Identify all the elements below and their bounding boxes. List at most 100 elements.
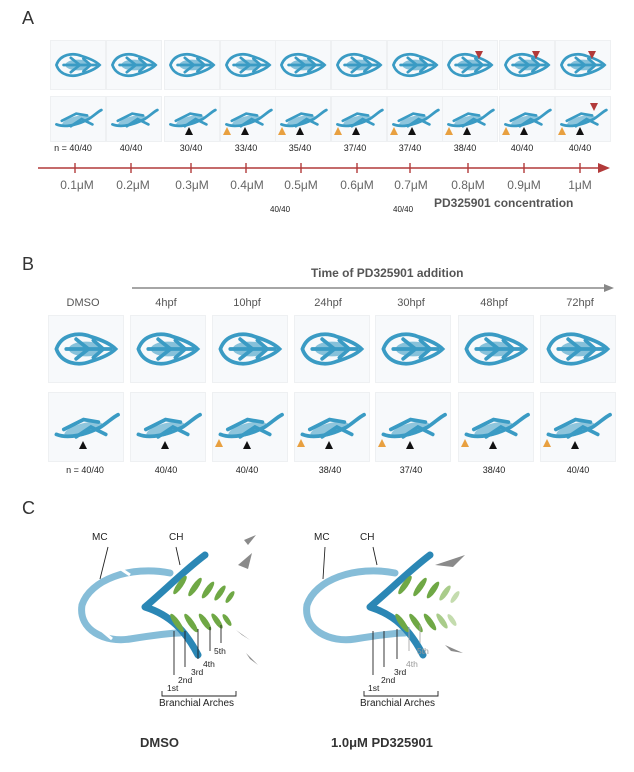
condition-label: DMSO: [66, 297, 100, 309]
concentration-label: 0.8μM: [451, 178, 485, 192]
lateral-view-thumbnail: [275, 96, 331, 142]
lateral-view-thumbnail: [106, 96, 162, 142]
black-arrowhead: [79, 441, 87, 449]
ventral-view-thumbnail: [130, 315, 206, 383]
concentration-label: 0.2μM: [116, 178, 150, 192]
mc-label: MC: [314, 532, 330, 543]
panel-b-count: 40/40: [154, 465, 178, 475]
arch-label: 1st: [368, 683, 380, 693]
ventral-view-thumbnail: [294, 315, 370, 383]
lateral-view-thumbnail: [458, 392, 534, 462]
black-arrowhead: [296, 127, 304, 135]
arch-label: 5th: [214, 646, 226, 656]
arch-label: 3rd: [191, 667, 204, 677]
arch-bracket: [363, 691, 439, 697]
condition-label: 4hpf: [155, 297, 177, 309]
branchial-arches-label: Branchial Arches: [159, 698, 235, 709]
ventral-view-thumbnail: [212, 315, 288, 383]
panel-a-count: n = 40/40: [54, 143, 92, 153]
panel-b-count: n = 40/40: [66, 465, 104, 475]
black-arrowhead: [576, 127, 584, 135]
panel-a-count: 40/40: [510, 143, 534, 153]
black-arrowhead: [241, 127, 249, 135]
panel-a-count: 35/40: [288, 143, 312, 153]
condition-label: 72hpf: [566, 297, 594, 309]
arch-label: 3rd: [394, 667, 407, 677]
orange-arrowhead: [223, 127, 231, 135]
panel-a-count: 33/40: [234, 143, 258, 153]
ventral-view-thumbnail: [106, 40, 162, 90]
lateral-view-thumbnail: [499, 96, 555, 142]
panel-a-count: 37/40: [343, 143, 367, 153]
ventral-view-thumbnail: [331, 40, 387, 90]
black-arrowhead: [406, 441, 414, 449]
time-axis-title: Time of PD325901 addition: [311, 266, 464, 280]
panel-b-label: B: [22, 254, 35, 274]
pd325901-caption: 1.0μM PD325901: [331, 735, 433, 750]
ventral-view-thumbnail: [387, 40, 443, 90]
lateral-view-thumbnail: [375, 392, 451, 462]
ventral-view-thumbnail: [499, 40, 555, 90]
lateral-view-thumbnail: [164, 96, 220, 142]
orange-arrowhead: [378, 439, 386, 447]
dmso-caption: DMSO: [140, 735, 179, 750]
lateral-view-thumbnail: [130, 392, 206, 462]
orange-arrowhead: [278, 127, 286, 135]
panel-b-count: 38/40: [318, 465, 342, 475]
condition-label: 48hpf: [480, 297, 508, 309]
black-arrowhead: [243, 441, 251, 449]
condition-label: 10hpf: [233, 297, 261, 309]
orange-arrowhead: [445, 127, 453, 135]
black-arrowhead: [463, 127, 471, 135]
concentration-label: 0.1μM: [60, 178, 94, 192]
orange-arrowhead: [502, 127, 510, 135]
black-arrowhead: [408, 127, 416, 135]
concentration-label: 0.4μM: [230, 178, 264, 192]
ch-label: CH: [169, 532, 184, 543]
arch-label: 2nd: [178, 675, 193, 685]
concentration-label: 1μM: [568, 178, 592, 192]
mc-label: MC: [92, 532, 108, 543]
lateral-view-thumbnail: [212, 392, 288, 462]
stray-count-label: 40/40: [393, 205, 414, 214]
meckels-cartilage: [303, 567, 409, 644]
panel-b-count: 40/40: [566, 465, 590, 475]
panel-b-count: 37/40: [399, 465, 423, 475]
ventral-view-thumbnail: [220, 40, 276, 90]
black-arrowhead: [352, 127, 360, 135]
ventral-view-thumbnail: [50, 40, 106, 90]
black-arrowhead: [161, 441, 169, 449]
lateral-view-thumbnail: [48, 392, 124, 462]
black-arrowhead: [325, 441, 333, 449]
red-arrowhead: [588, 51, 596, 59]
panel-a-label: A: [22, 8, 35, 28]
ventral-view-thumbnail: [442, 40, 498, 90]
concentration-label: 0.9μM: [507, 178, 541, 192]
ventral-view-thumbnail: [48, 315, 124, 383]
red-arrowhead: [475, 51, 483, 59]
ventral-view-thumbnail: [540, 315, 616, 383]
orange-arrowhead: [558, 127, 566, 135]
arch-label: 5th: [417, 646, 429, 656]
arch-label: 2nd: [381, 675, 396, 685]
time-arrow: [132, 284, 614, 292]
panel-a-count: 37/40: [398, 143, 422, 153]
ch-label: CH: [360, 532, 375, 543]
orange-arrowhead: [297, 439, 305, 447]
black-arrowhead: [185, 127, 193, 135]
lateral-view-thumbnail: [331, 96, 387, 142]
arch-label: 4th: [203, 659, 215, 669]
orange-arrowhead: [543, 439, 551, 447]
meckels-cartilage: [78, 567, 184, 644]
panel-b-count: 40/40: [235, 465, 259, 475]
ventral-view-thumbnail: [555, 40, 611, 90]
branchial-arches-label: Branchial Arches: [360, 698, 436, 709]
concentration-axis: [38, 163, 610, 173]
ventral-view-thumbnail: [375, 315, 451, 383]
ventral-view-thumbnail: [164, 40, 220, 90]
orange-arrowhead: [215, 439, 223, 447]
lateral-view-thumbnail: [540, 392, 616, 462]
stray-count-label: 40/40: [270, 205, 291, 214]
lateral-view-thumbnail: [220, 96, 276, 142]
panel-a-count: 40/40: [568, 143, 592, 153]
